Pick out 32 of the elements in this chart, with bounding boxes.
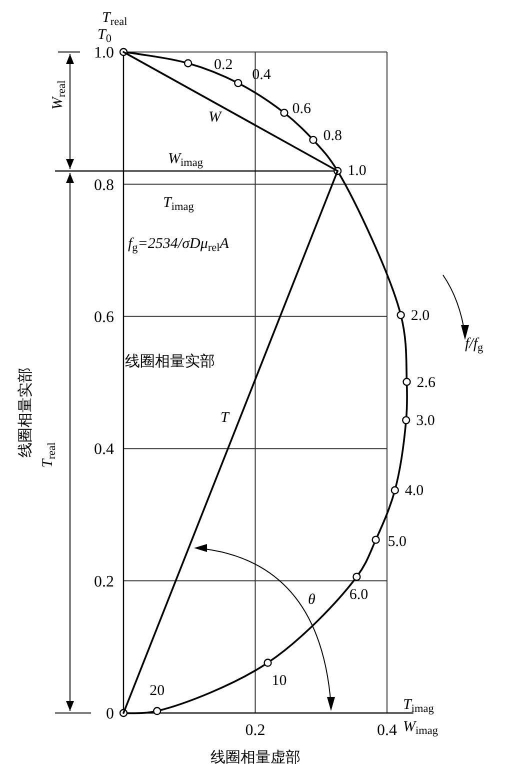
annotation: 0.6 bbox=[292, 100, 312, 117]
annotation: T$_{imag}$ bbox=[403, 697, 434, 715]
annotation: 6.0 bbox=[349, 586, 368, 603]
series-label: T bbox=[220, 410, 231, 426]
annotation: 5.0 bbox=[388, 534, 407, 550]
annotation: T$_{imag}$ bbox=[163, 195, 194, 213]
annotation: 1.0 bbox=[348, 162, 366, 179]
text: W$_{imag}$ bbox=[403, 719, 438, 737]
y-tick-label: 1.0 bbox=[94, 44, 114, 62]
y-tick-label: 0.2 bbox=[94, 573, 114, 590]
y-axis-title: 线圈相量实部 bbox=[17, 368, 34, 458]
annotation: f$_{g}$=2534/σDμ$_{rel}$A bbox=[128, 236, 230, 254]
annotation: 0.2 bbox=[214, 57, 233, 74]
annotation: 10 bbox=[272, 672, 287, 689]
y-tick-label: 0.4 bbox=[94, 441, 114, 458]
annotation: 0.8 bbox=[323, 128, 342, 144]
ref-line-label: W$_{imag}$ bbox=[168, 150, 204, 169]
y-tick-label: 0.8 bbox=[94, 176, 114, 194]
y-tick-label: 0.6 bbox=[94, 309, 114, 326]
series-label: W bbox=[208, 109, 223, 126]
y-tick-label: 0 bbox=[106, 706, 114, 723]
annotation: 3.0 bbox=[416, 413, 435, 430]
annotation: 线圈相量实部 bbox=[125, 353, 215, 370]
annotation: 2.0 bbox=[410, 308, 430, 324]
text: f/f$_{g}$ bbox=[465, 336, 484, 354]
annotation: θ bbox=[308, 592, 316, 608]
annotation: 20 bbox=[150, 683, 165, 700]
text: T$_{real}$ bbox=[102, 10, 128, 28]
annotation: T$_{0}$ bbox=[98, 27, 112, 45]
annotation: 4.0 bbox=[404, 483, 424, 500]
x-axis-title: 线圈相量虚部 bbox=[210, 749, 300, 766]
annotation: 2.6 bbox=[416, 374, 436, 391]
